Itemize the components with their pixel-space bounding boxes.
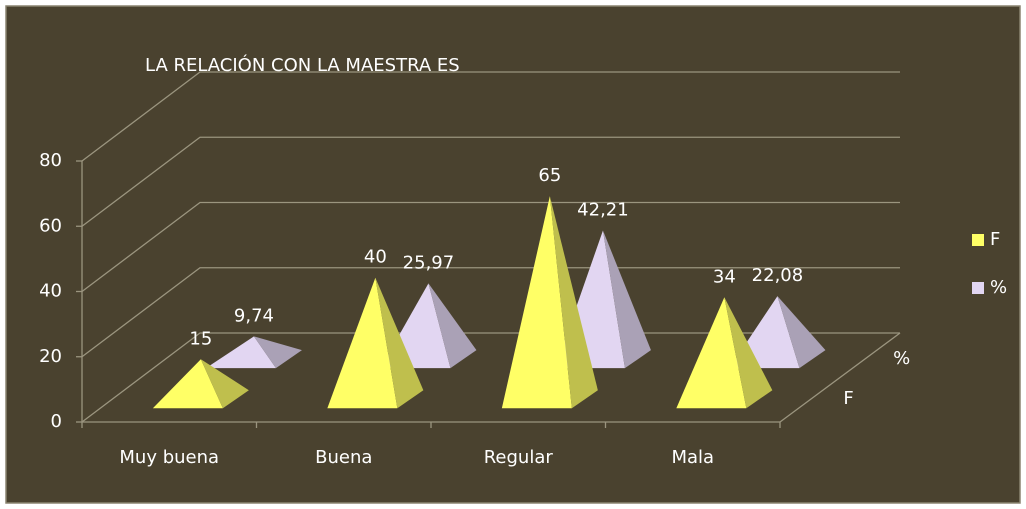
grid-line [81,201,900,293]
grid-line [81,267,900,358]
depth-label: % [893,348,910,369]
depth-label: F [843,388,853,409]
x-tick-label: Regular [484,447,554,468]
y-tick-label: 0 [51,411,62,432]
legend-swatch [972,282,984,294]
chart-title: LA RELACIÓN CON LA MAESTRA ES [145,54,460,76]
pyramid-front [501,196,572,409]
x-tick-label: Buena [315,447,372,468]
chart-background [5,5,1021,504]
data-label: 65 [538,165,561,186]
data-label: 40 [364,247,387,268]
pyramid-side [549,196,598,409]
pyramid-side [253,336,302,369]
depth-axis [779,332,901,423]
data-label: 34 [713,266,736,287]
grid-line [81,71,900,162]
legend-swatch [972,234,984,246]
pyramid-side [724,297,773,409]
pyramid-side [375,277,424,409]
y-tick-label: 60 [39,215,62,236]
grid-line [81,136,900,227]
data-label: 22,08 [752,265,804,286]
y-tick-label: 80 [39,150,62,171]
legend-label: F [990,229,1000,250]
pyramid-side [602,230,651,369]
legend-label: % [990,277,1007,298]
pyramid-side [777,296,826,369]
pyramid-front [152,359,223,409]
grid-line [81,332,900,423]
data-label: 25,97 [403,252,455,273]
pyramid-front [205,336,276,369]
data-label: 42,21 [577,199,629,220]
data-label: 9,74 [234,305,274,326]
x-tick-label: Muy buena [119,447,219,468]
y-tick-label: 20 [39,346,62,367]
pyramid-front [676,297,747,409]
pyramid-side [200,359,249,409]
x-tick-label: Mala [671,447,714,468]
data-label: 15 [189,328,212,349]
pyramid-side [428,283,477,369]
pyramid-front [327,277,398,409]
y-tick-label: 40 [39,281,62,302]
